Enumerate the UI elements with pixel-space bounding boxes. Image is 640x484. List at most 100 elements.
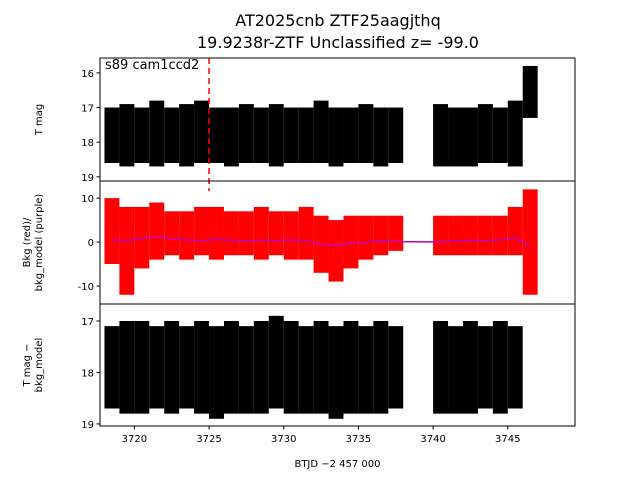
x-tick-label: 3725 [196, 434, 221, 445]
data-range [179, 211, 195, 260]
data-range [149, 100, 165, 167]
data-range [268, 104, 284, 167]
y-tick-label: 19 [81, 420, 94, 431]
data-range [492, 320, 508, 414]
data-range [119, 206, 135, 295]
data-range [119, 320, 135, 414]
data-range [507, 206, 523, 256]
data-range [223, 211, 239, 256]
data-range [388, 326, 404, 409]
data-range [477, 104, 493, 163]
data-range [358, 104, 374, 163]
data-range [328, 107, 344, 167]
y-tick-label: 10 [81, 194, 94, 205]
y-tick-label: 17 [81, 104, 94, 115]
y-tick-label: 17 [81, 317, 94, 328]
data-range [373, 107, 389, 167]
data-range [522, 189, 538, 295]
data-range [328, 220, 344, 282]
data-range [164, 211, 180, 256]
data-range [104, 326, 120, 409]
data-range [194, 206, 210, 256]
data-range [373, 320, 389, 414]
data-range [328, 326, 344, 419]
axes-frame [99, 303, 576, 427]
data-range [149, 326, 165, 409]
data-range [462, 320, 478, 414]
data-range [223, 107, 239, 167]
data-range [522, 65, 538, 118]
x-tick-label: 3745 [495, 434, 520, 445]
data-range [492, 107, 508, 163]
y-axis-label: T mag [34, 104, 45, 137]
data-range [179, 326, 195, 409]
data-range [433, 320, 449, 414]
data-range [119, 104, 135, 167]
y-tick-label: -10 [78, 282, 94, 293]
y-tick-label: 19 [81, 173, 94, 184]
data-range [104, 198, 120, 265]
x-axis-label: BTJD −2 457 000 [294, 459, 380, 470]
y-axis-label: Bkg (red)/bkg_model (purple) [22, 194, 45, 292]
data-range [209, 326, 224, 419]
data-range [462, 107, 478, 167]
data-range [104, 107, 120, 163]
x-tick-label: 3735 [346, 434, 371, 445]
data-range [388, 107, 404, 163]
y-tick-label: 18 [81, 138, 94, 149]
data-range [448, 107, 463, 167]
data-range [134, 107, 150, 163]
data-range [298, 326, 314, 414]
y-tick-label: 18 [81, 368, 94, 379]
data-range [343, 320, 359, 414]
data-range [164, 320, 180, 414]
data-range [164, 107, 180, 163]
data-range [448, 215, 463, 256]
data-range [448, 326, 463, 414]
data-range [194, 320, 210, 414]
y-tick-label: 16 [81, 69, 94, 80]
data-range [238, 211, 254, 256]
data-range [283, 211, 299, 260]
data-range [343, 107, 359, 163]
data-range [253, 206, 269, 260]
data-range [268, 315, 284, 409]
data-range [433, 215, 449, 256]
data-range [477, 215, 493, 256]
data-range [358, 215, 374, 260]
annotation: s89 cam1ccd2 [105, 58, 199, 73]
data-range [462, 215, 478, 256]
chart-title: AT2025cnb ZTF25aagjthq [235, 11, 440, 30]
y-axis-label: T mag −bkg_model [22, 338, 45, 393]
data-range [313, 100, 329, 163]
data-range [149, 202, 165, 260]
data-range [238, 104, 254, 163]
chart-subtitle: 19.9238r-ZTF Unclassified z= -99.0 [197, 33, 479, 52]
data-range [507, 100, 523, 167]
data-range [209, 107, 224, 163]
data-range [343, 215, 359, 269]
data-range [283, 107, 299, 163]
data-range [313, 320, 329, 414]
data-range [433, 104, 449, 167]
data-range [358, 326, 374, 414]
data-range [134, 206, 150, 269]
data-range [253, 320, 269, 414]
x-tick-label: 3730 [271, 434, 296, 445]
data-range [298, 206, 314, 260]
data-range [194, 100, 210, 163]
data-range [134, 320, 150, 414]
data-range [253, 107, 269, 163]
data-range [209, 206, 224, 260]
data-range [507, 326, 523, 409]
data-range [238, 326, 254, 414]
data-range [223, 320, 239, 414]
data-range [283, 320, 299, 414]
y-tick-label: 0 [88, 238, 94, 249]
data-range [179, 104, 195, 167]
data-range [373, 215, 389, 256]
x-tick-label: 3740 [420, 434, 445, 445]
data-range [492, 215, 508, 256]
data-range [477, 326, 493, 409]
